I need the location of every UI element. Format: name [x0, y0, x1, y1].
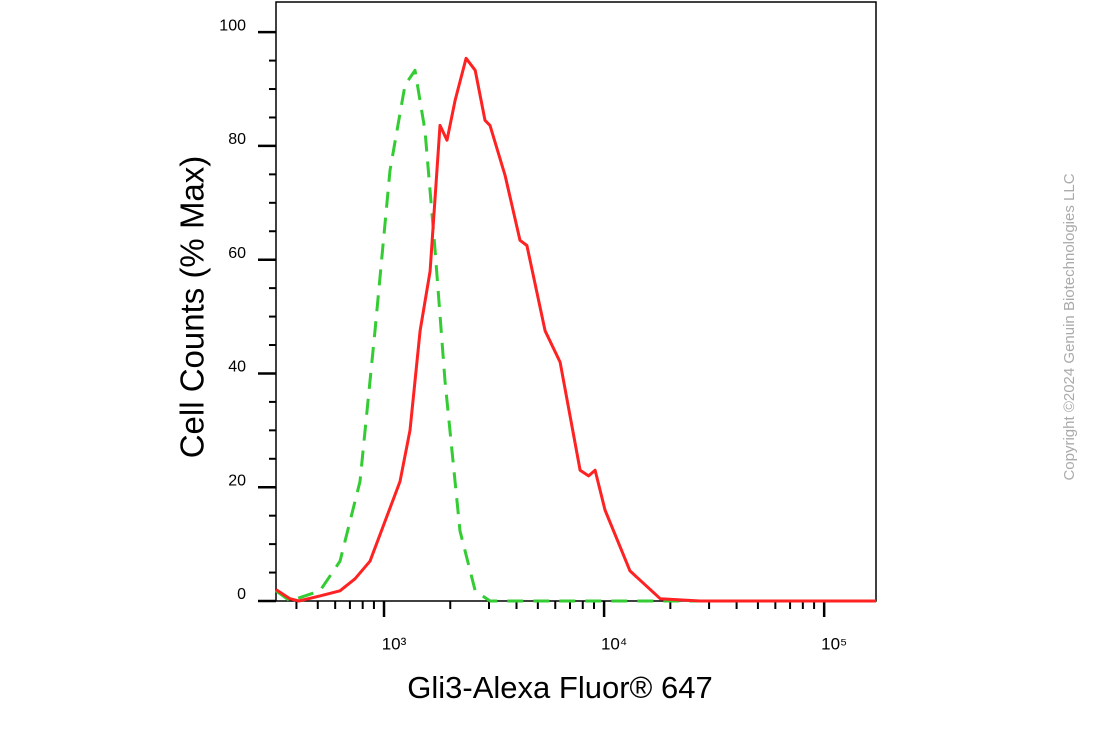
y-tick-label: 40 [228, 359, 246, 376]
x-tick-label: 10³ [382, 634, 407, 653]
y-tick-label: 0 [237, 586, 246, 603]
y-tick-label: 60 [228, 245, 246, 262]
y-tick-label: 80 [228, 131, 246, 148]
series-line [275, 56, 876, 603]
copyright: Copyright ©2024 Genuin Biotechnologies L… [1061, 173, 1078, 480]
x-tick-label: 10⁵ [821, 634, 847, 653]
y-tick-label: 100 [219, 17, 246, 34]
y-tick-label: 20 [228, 472, 246, 489]
plot-frame [275, 1, 877, 602]
series-line [275, 68, 876, 603]
y-axis-label: Cell Counts (% Max) [174, 156, 211, 459]
x-tick-label: 10⁴ [601, 634, 627, 653]
x-axis-label: Gli3-Alexa Fluor® 647 [407, 670, 712, 705]
